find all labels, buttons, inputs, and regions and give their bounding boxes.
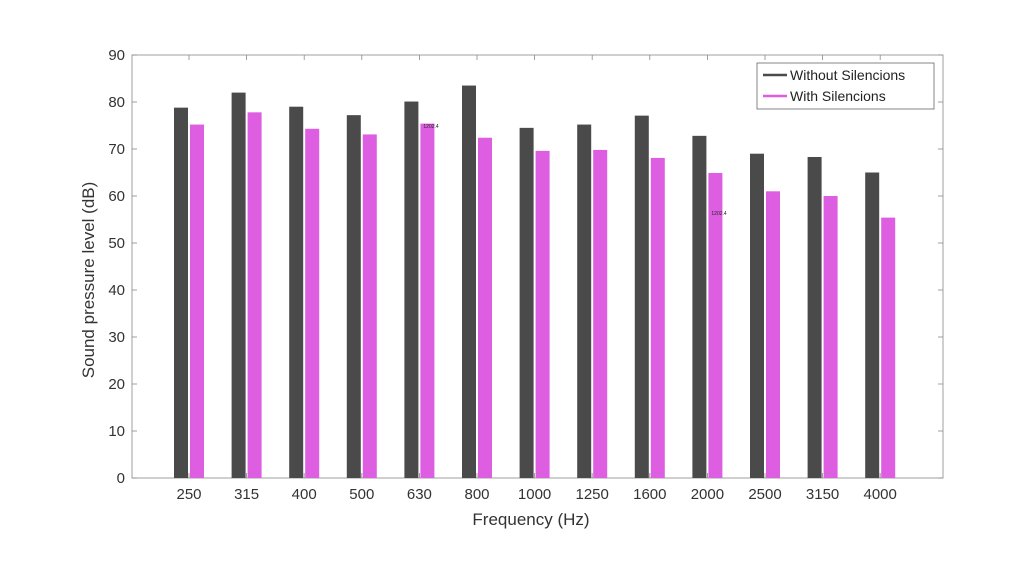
bar-with-silencions-2000 — [708, 172, 723, 478]
x-tick-label: 2000 — [691, 486, 724, 503]
x-tick-label: 3150 — [806, 486, 839, 503]
y-axis-title: Sound pressure level (dB) — [79, 182, 98, 379]
legend-label-without-silencions: Without Silencions — [790, 67, 905, 83]
bar-without-silencions-2000 — [692, 135, 707, 478]
bar-with-silencions-500 — [362, 134, 377, 478]
bar-with-silencions-315 — [247, 112, 262, 478]
bars — [174, 85, 896, 479]
bar-without-silencions-500 — [346, 115, 361, 478]
x-tick-label: 630 — [407, 486, 432, 503]
x-tick-label: 800 — [464, 486, 489, 503]
x-tick-label: 250 — [176, 486, 201, 503]
y-tick-label: 10 — [108, 423, 125, 440]
y-tick-label: 60 — [108, 188, 125, 205]
bar-without-silencions-1250 — [577, 124, 592, 478]
legend: Without Silencions With Silencions — [756, 62, 935, 110]
bar-with-silencions-1600 — [650, 157, 665, 478]
y-tick-label: 40 — [108, 282, 125, 299]
legend-box — [756, 62, 935, 110]
x-tick-label: 315 — [234, 486, 259, 503]
bar-with-silencions-250 — [190, 124, 204, 478]
bar-with-silencions-400 — [305, 128, 320, 479]
bar-without-silencions-400 — [289, 106, 304, 478]
bar-with-silencions-3150 — [823, 196, 838, 478]
bar-with-silencions-1250 — [593, 149, 608, 478]
x-tick-label: 4000 — [864, 486, 897, 503]
bar-without-silencions-4000 — [865, 172, 880, 478]
data-annotation: 1202.4 — [711, 211, 727, 217]
x-tick-label: 500 — [349, 486, 374, 503]
y-axis: 0 10 20 30 40 50 60 70 80 90 — [108, 47, 943, 487]
y-tick-label: 30 — [108, 329, 125, 346]
data-annotation: 1202.4 — [423, 124, 439, 130]
bar-without-silencions-3150 — [807, 156, 822, 479]
bar-with-silencions-630 — [420, 123, 435, 479]
legend-label-with-silencions: With Silencions — [790, 88, 886, 104]
x-axis-title: Frequency (Hz) — [472, 510, 589, 529]
y-tick-label: 80 — [108, 94, 125, 111]
bar-without-silencions-800 — [462, 85, 476, 479]
y-tick-label: 70 — [108, 141, 125, 158]
y-tick-label: 20 — [108, 376, 125, 393]
x-tick-label: 1000 — [518, 486, 551, 503]
bar-without-silencions-315 — [231, 92, 246, 478]
bar-with-silencions-4000 — [881, 217, 896, 478]
x-tick-label: 400 — [292, 486, 317, 503]
y-tick-label: 50 — [108, 235, 125, 252]
bar-with-silencions-800 — [478, 137, 492, 478]
bar-without-silencions-630 — [404, 101, 419, 478]
x-tick-label: 2500 — [748, 486, 781, 503]
x-tick-label: 1250 — [576, 486, 609, 503]
x-tick-label: 1600 — [633, 486, 666, 503]
annotations: 1202.4 1202.4 — [423, 124, 727, 217]
bar-without-silencions-250 — [174, 107, 188, 478]
bar-without-silencions-1600 — [634, 115, 649, 478]
y-tick-label: 0 — [117, 470, 125, 487]
x-axis: 250 315 400 500 630 800 1000 1250 1600 2000 2500 31… — [176, 55, 897, 503]
bar-with-silencions-2500 — [766, 191, 780, 479]
y-tick-label: 90 — [108, 47, 125, 64]
bar-without-silencions-1000 — [519, 127, 534, 478]
bar-without-silencions-2500 — [750, 153, 764, 478]
bar-with-silencions-1000 — [535, 150, 550, 478]
